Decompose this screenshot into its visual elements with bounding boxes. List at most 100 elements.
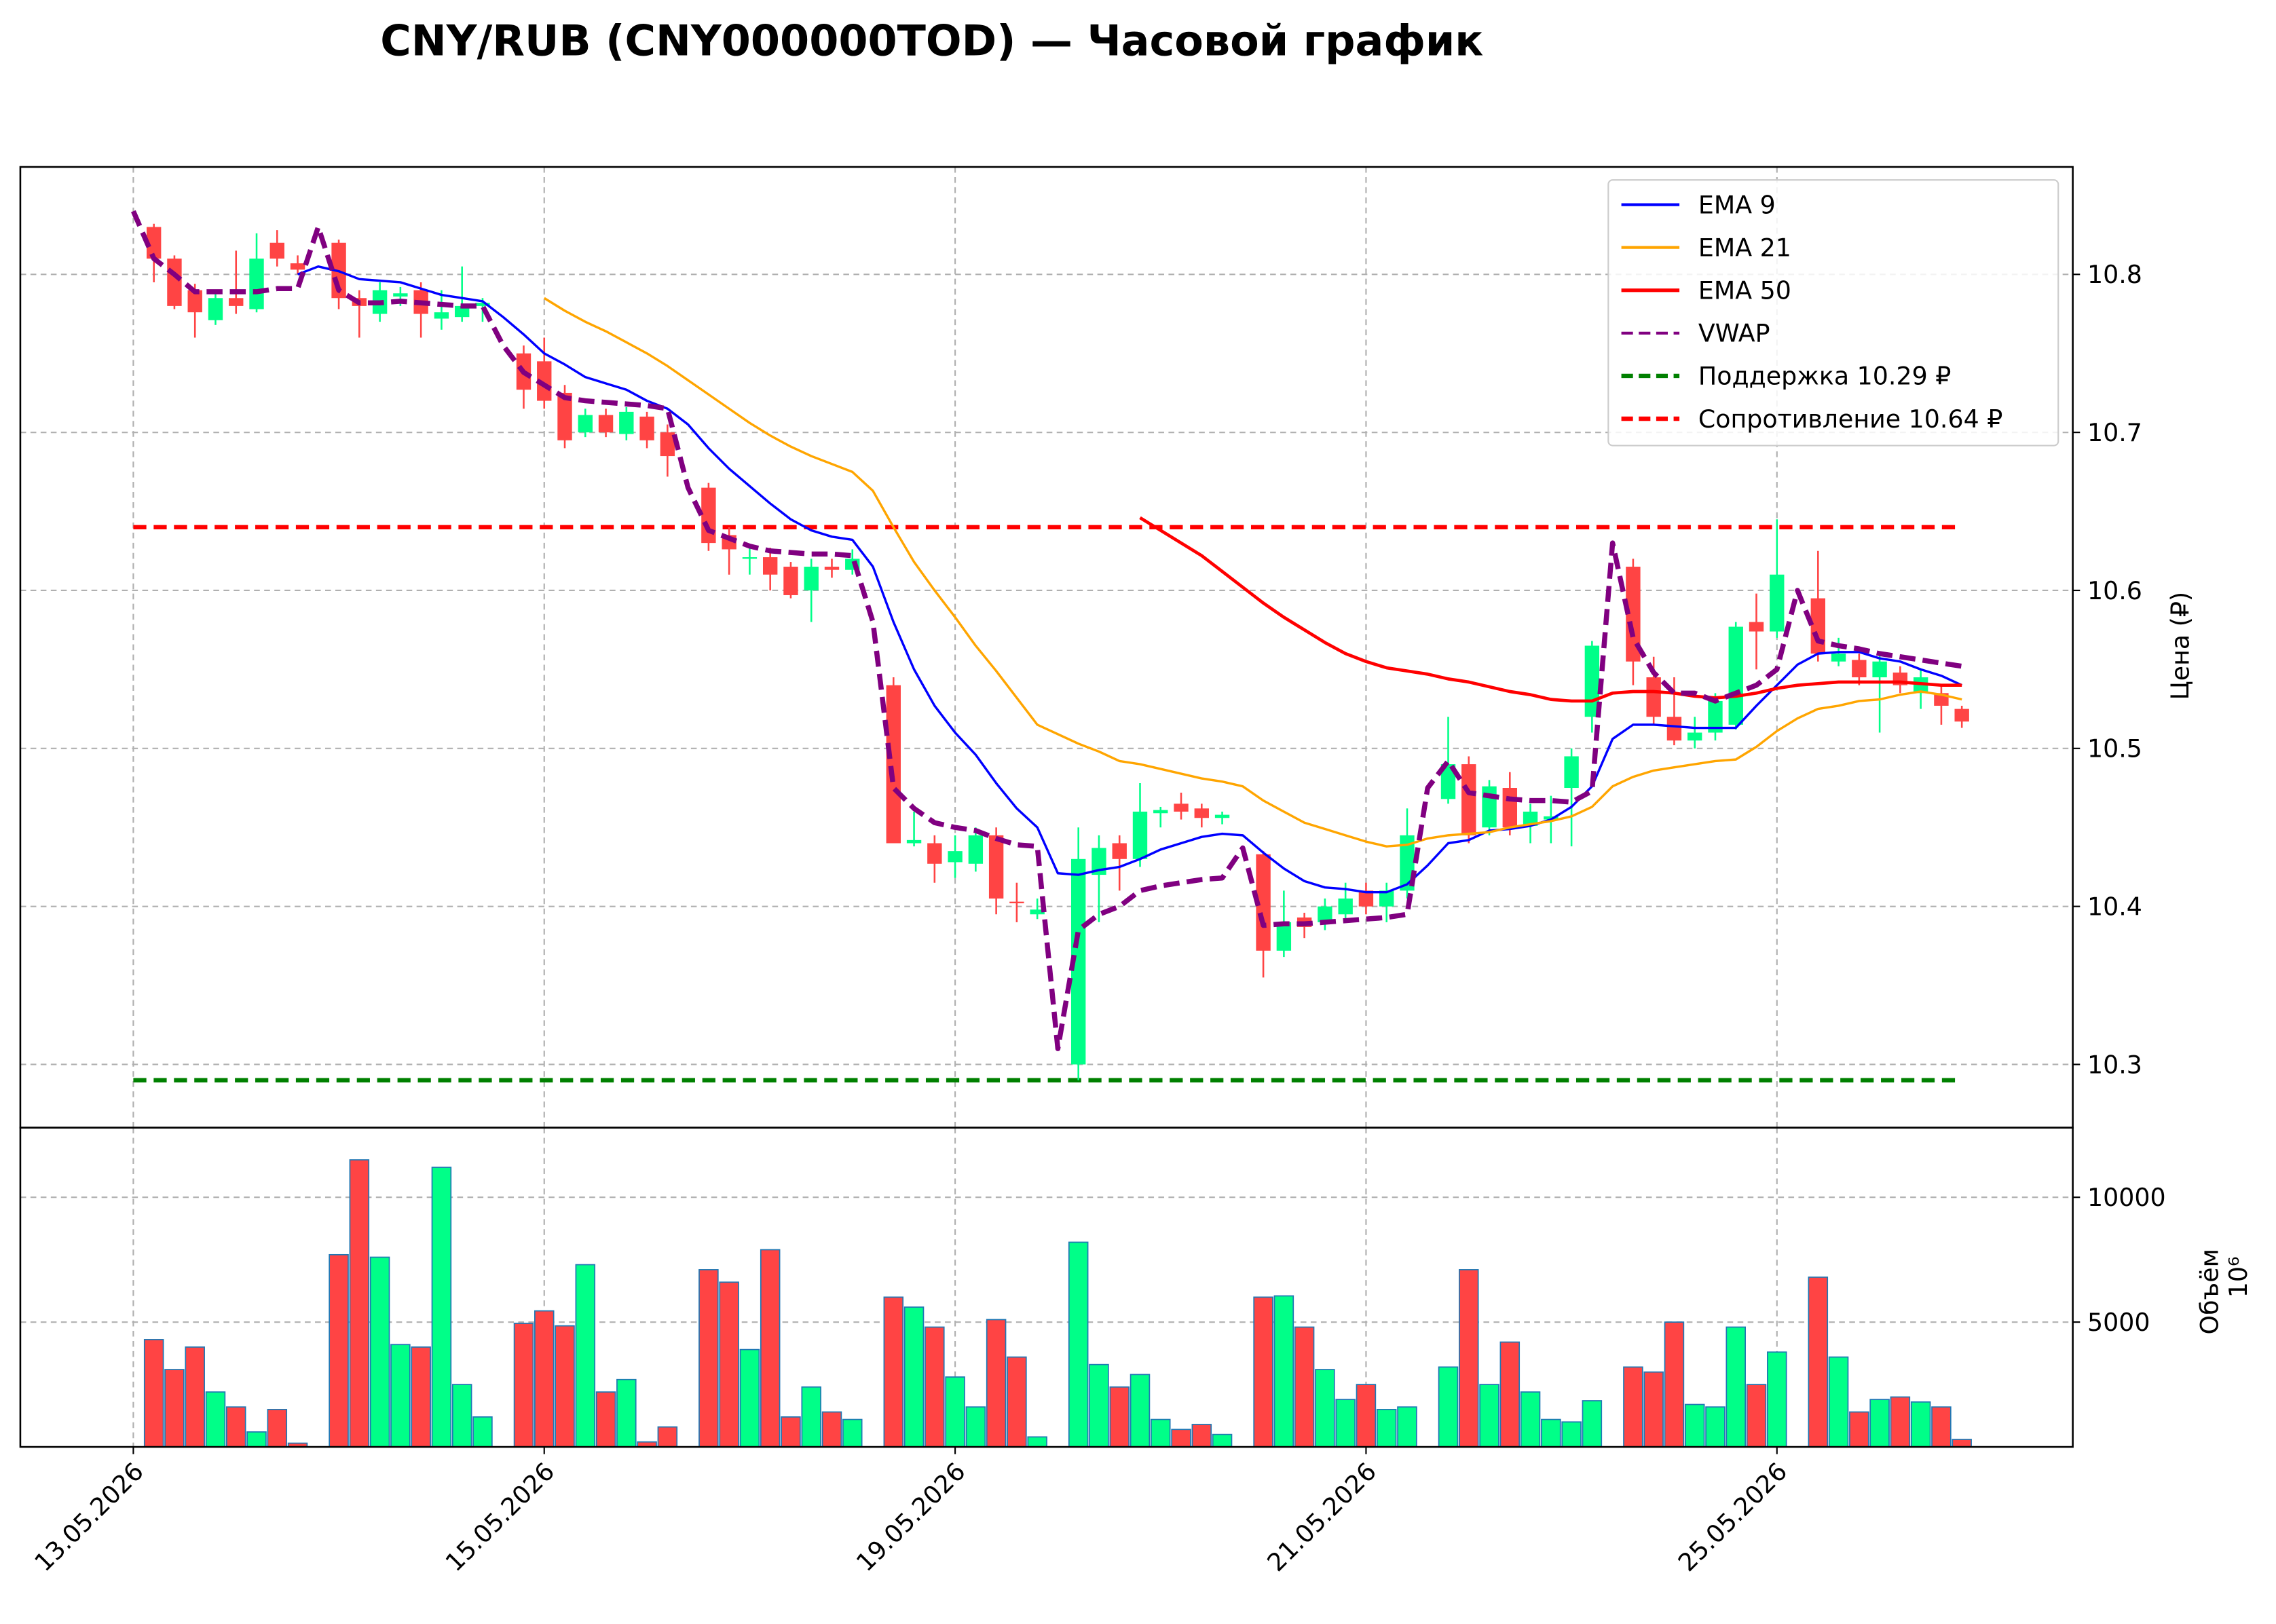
candle-body (537, 361, 552, 401)
candle-body (434, 312, 449, 319)
candle-body (167, 259, 182, 306)
volume-bar (903, 1306, 925, 1448)
candle-body (1318, 906, 1332, 922)
volume-bar (1027, 1436, 1047, 1448)
candle-body (578, 415, 593, 433)
volume-bar (1151, 1418, 1171, 1448)
candle-body (393, 293, 408, 297)
legend-label: EMA 21 (1698, 233, 1791, 262)
volume-bar (451, 1384, 472, 1448)
candle-body (619, 411, 634, 434)
volume-bar (1253, 1296, 1273, 1448)
volume-bar (1725, 1326, 1746, 1448)
volume-bar (1849, 1411, 1869, 1448)
y-axis-label: Цена (₽) (2166, 592, 2195, 700)
volume-bar (1828, 1356, 1849, 1448)
volume-bar (1130, 1374, 1151, 1448)
candle-body (927, 843, 942, 864)
volume-bar (1890, 1396, 1911, 1448)
candle-body (988, 835, 1004, 899)
volume-bar (1438, 1366, 1459, 1448)
volume-bar (1746, 1384, 1767, 1448)
candle-body (557, 392, 572, 440)
candle-body (660, 432, 675, 457)
volume-bar (555, 1325, 575, 1448)
candle-body (968, 835, 984, 864)
volume-bar (329, 1253, 349, 1448)
y-tick-label: 10.7 (2087, 418, 2142, 447)
volume-bar (1684, 1403, 1705, 1448)
volume-bar (1520, 1391, 1541, 1448)
y-tick-label: 10.4 (2087, 892, 2142, 921)
volume-bar (719, 1281, 739, 1448)
volume-bar (1931, 1406, 1952, 1448)
volume-bar (1356, 1384, 1377, 1448)
volume-bar (739, 1348, 760, 1448)
legend-label: VWAP (1698, 319, 1770, 348)
candle-body (1009, 901, 1024, 903)
candle-body (1749, 622, 1764, 632)
volume-bar (1007, 1356, 1027, 1448)
candle-body (269, 242, 284, 259)
candle-body (1379, 890, 1394, 907)
volume-bar (1705, 1406, 1725, 1448)
volume-bar (1643, 1371, 1664, 1448)
volume-bar (1869, 1399, 1890, 1448)
candle-body (1132, 811, 1148, 859)
indicator-line (543, 297, 1962, 848)
candle-body (1564, 756, 1579, 789)
candle-body (1872, 661, 1887, 678)
volume-bar (164, 1369, 185, 1448)
candle-body (1358, 890, 1374, 907)
candle-body (804, 567, 819, 590)
candle-body (187, 290, 202, 313)
volume-bar (431, 1167, 452, 1448)
candle-body (249, 259, 264, 309)
volume-bar (1191, 1424, 1212, 1448)
volume-bar (513, 1323, 534, 1448)
candle-body (1770, 574, 1785, 632)
volume-bar (1397, 1406, 1417, 1448)
volume-bar (1767, 1351, 1787, 1448)
candle-body (906, 839, 922, 844)
candle-body (229, 298, 244, 306)
volume-bar (1541, 1418, 1561, 1448)
y-tick-label: 10.5 (2087, 734, 2142, 763)
candle-body (1338, 898, 1353, 915)
volume-bar (595, 1391, 616, 1448)
volume-bar (1376, 1409, 1397, 1448)
volume-bar (1294, 1326, 1315, 1448)
candle-body (146, 227, 162, 259)
volume-bar (1952, 1439, 1972, 1448)
volume-bar (1273, 1295, 1294, 1448)
chart-title: CNY/RUB (CNY000000TOD) — Часовой график (380, 16, 1483, 65)
candle-body (1030, 909, 1045, 915)
indicator-line (1139, 516, 1962, 703)
volume-bar (821, 1411, 842, 1448)
volume-bar (1910, 1401, 1931, 1448)
candle-body (1852, 660, 1867, 678)
candle-body (1092, 848, 1106, 875)
indicator-line (297, 265, 1962, 894)
volume-bar (472, 1416, 493, 1448)
volume-bar (1582, 1400, 1603, 1448)
legend-box (1607, 179, 2059, 447)
volume-bar (1089, 1363, 1109, 1448)
candle-body (1954, 709, 1969, 722)
volume-bar (1623, 1366, 1643, 1448)
volume-bar (349, 1159, 370, 1448)
candle-body (1153, 810, 1168, 814)
volume-bar (986, 1319, 1007, 1448)
volume-bar (1808, 1277, 1829, 1448)
volume-bar (801, 1386, 821, 1448)
candle-body (1626, 567, 1641, 662)
candle-body (639, 416, 654, 440)
candle-body (1112, 843, 1127, 859)
candle-body (783, 567, 798, 595)
volume-bar (1315, 1369, 1335, 1448)
y-tick-label: 10.6 (2087, 576, 2142, 605)
legend-label: Сопротивление 10.64 ₽ (1698, 404, 2003, 434)
candle-body (1440, 764, 1456, 799)
volume-bar (1068, 1241, 1089, 1448)
